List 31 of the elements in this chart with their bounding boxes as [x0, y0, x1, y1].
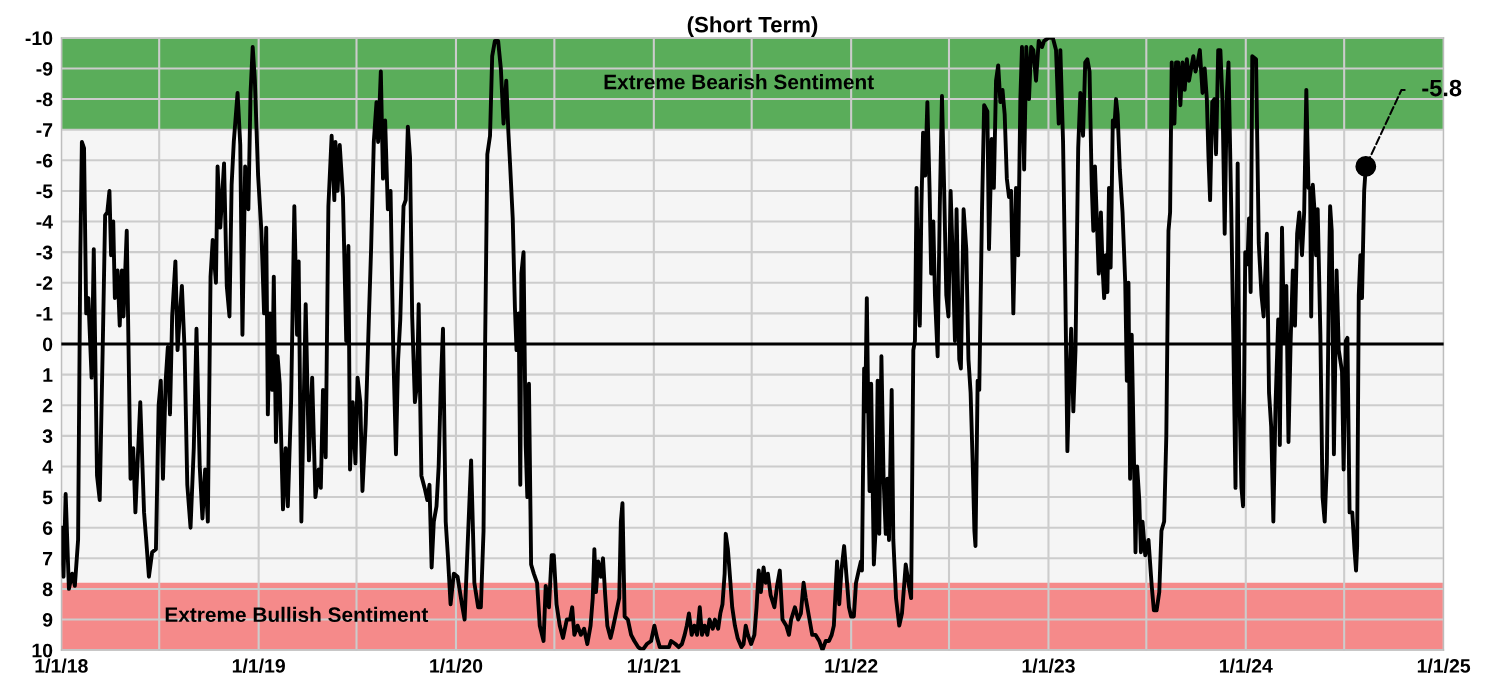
x-tick-label: 1/1/22 [825, 658, 878, 673]
band-label: Extreme Bullish Sentiment [165, 606, 429, 623]
x-tick-label: 1/1/20 [430, 658, 483, 673]
x-tick-label: 1/1/21 [628, 658, 681, 673]
x-tick-label: 1/1/25 [1417, 658, 1471, 673]
x-tick-label: 1/1/24 [1219, 658, 1273, 673]
y-tick-label: -9 [36, 61, 53, 76]
x-tick-label: 1/1/23 [1022, 658, 1075, 673]
y-tick-label: 8 [42, 582, 53, 597]
y-tick-label: 3 [42, 429, 53, 444]
y-tick-label: 7 [43, 551, 53, 566]
y-tick-label: 4 [42, 460, 53, 474]
y-tick-label: 9 [42, 613, 53, 627]
y-tick-label: -6 [36, 153, 53, 168]
y-tick-label: -4 [36, 215, 53, 229]
y-tick-label: 6 [42, 521, 53, 535]
chart-title: (Short Term) [687, 16, 818, 37]
y-tick-label: -7 [36, 123, 53, 137]
y-tick-label: 1 [43, 368, 53, 382]
y-tick-label: -10 [25, 31, 53, 46]
y-tick-label: -5 [36, 184, 53, 199]
y-tick-label: -8 [36, 92, 53, 107]
y-tick-label: -3 [36, 245, 53, 260]
y-tick-label: 5 [42, 490, 53, 505]
x-tick-label: 1/1/18 [35, 658, 88, 673]
y-tick-label: 10 [32, 643, 53, 658]
y-tick-label: -2 [36, 276, 53, 290]
y-tick-label: -1 [36, 307, 53, 321]
y-tick-label: 2 [42, 398, 53, 413]
x-tick-label: 1/1/19 [232, 658, 285, 673]
y-tick-label: 0 [42, 337, 53, 352]
